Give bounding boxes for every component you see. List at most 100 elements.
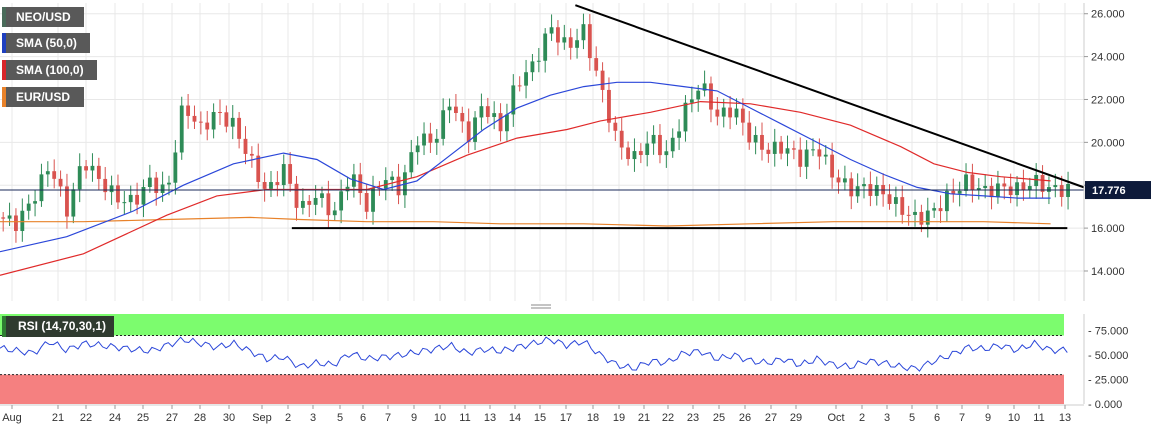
candle-body [740, 108, 745, 123]
date-tick-label: 3 [884, 412, 890, 424]
candle-body [230, 117, 235, 127]
candle-body [473, 117, 477, 142]
candle-body [747, 122, 752, 143]
candle-body [543, 33, 548, 61]
date-tick-label: 24 [109, 412, 121, 424]
candle-body [33, 201, 37, 204]
candle-body [237, 117, 242, 139]
legend-eurusd-label: EUR/USD [16, 90, 71, 104]
candle-body [224, 112, 229, 127]
main-grid [0, 3, 1084, 301]
date-tick-label: 15 [534, 412, 546, 424]
rsi-legend[interactable]: RSI (14,70,30,1) [2, 316, 115, 337]
legend-sma50[interactable]: SMA (50,0) [2, 33, 90, 53]
date-tick-label: 22 [80, 412, 92, 424]
candle-body [1, 217, 6, 219]
date-tick-label: 6 [360, 412, 366, 424]
candle-body [218, 112, 222, 114]
legend-sma100[interactable]: SMA (100,0) [2, 60, 97, 80]
splitter-grip-icon[interactable] [531, 304, 551, 309]
legend-neousd[interactable]: NEO/USD [2, 7, 84, 27]
sma100-line [0, 100, 1051, 276]
candle-body [766, 149, 771, 154]
candle-body [492, 113, 497, 117]
candle-body [1002, 183, 1007, 187]
main-series [0, 4, 1085, 276]
candle-body [390, 176, 395, 181]
candle-body [198, 121, 203, 123]
candle-body [58, 178, 63, 187]
candle-body [689, 99, 694, 103]
date-tick-label: 29 [790, 412, 802, 424]
candle-body [976, 188, 981, 191]
price-tick-label: 24.000 [1091, 52, 1125, 64]
candle-body [677, 131, 682, 138]
candle-body [65, 186, 69, 217]
rsi-pane [0, 314, 1084, 404]
eurusd-line [0, 216, 1051, 227]
candle-body [638, 151, 643, 155]
date-tick-label: 23 [687, 412, 699, 424]
candle-body [575, 40, 579, 48]
candle-body [906, 214, 911, 216]
candle-body [103, 178, 108, 193]
date-axis: Aug 21 22 24 25 27 28 30 Sep 2 3 5 6 7 9 10 11 13 14 15 17 18… [0, 404, 1084, 424]
candle-body [135, 194, 140, 205]
candle-body [944, 190, 949, 212]
candle-body [556, 27, 560, 43]
candle-body [460, 112, 465, 122]
last-price-label: 17.776 [1092, 185, 1126, 197]
candle-body [1008, 186, 1013, 196]
candle-body [957, 190, 962, 194]
candle-body [524, 72, 528, 86]
candle-body [632, 151, 637, 160]
candle-body [613, 122, 618, 131]
candle-body [664, 151, 669, 156]
candle-body [358, 174, 363, 194]
last-price-tag [1085, 181, 1151, 200]
candle-body [326, 193, 331, 216]
candle-body [849, 178, 854, 197]
candle-body [147, 177, 152, 187]
rsi-line [0, 336, 1068, 372]
date-tick-label: 10 [1008, 412, 1020, 424]
candle-body [116, 185, 120, 203]
candle-body [1053, 185, 1058, 188]
legend-neousd-label: NEO/USD [16, 10, 71, 24]
candle-body [581, 24, 586, 41]
candle-body [160, 184, 165, 193]
date-tick-label: 22 [662, 412, 674, 424]
rsi-overbought-zone [0, 314, 1064, 336]
legend-eurusd[interactable]: EUR/USD [2, 87, 84, 107]
candle-body [1015, 182, 1019, 196]
candle-body [256, 155, 261, 182]
date-tick-label: 14 [509, 412, 521, 424]
candle-body [447, 106, 452, 111]
candle-body [84, 166, 88, 171]
candle-body [511, 85, 516, 115]
candle-body [122, 202, 127, 204]
candle-body [670, 137, 675, 152]
candle-body [645, 143, 650, 155]
candle-body [830, 154, 835, 178]
candle-body [1027, 186, 1032, 190]
candle-body [128, 194, 133, 203]
candle-body [842, 178, 847, 183]
date-tick-label: 10 [434, 412, 446, 424]
candle-body [45, 171, 50, 175]
date-tick-label: Sep [252, 412, 272, 424]
pane-splitter[interactable] [0, 302, 1084, 312]
candle-body [696, 90, 701, 100]
rsi-legend-label: RSI (14,70,30,1) [18, 319, 107, 333]
candle-body [887, 194, 892, 204]
descending-trend-line [575, 4, 1085, 189]
candle-body [141, 186, 146, 205]
candle-body [530, 61, 535, 73]
candle-body [823, 154, 828, 157]
candle-body [320, 193, 324, 198]
date-tick-label: 5 [337, 412, 343, 424]
date-tick-label: 13 [484, 412, 496, 424]
candle-body [798, 149, 803, 167]
candle-body [192, 115, 197, 122]
candle-body [307, 200, 312, 205]
